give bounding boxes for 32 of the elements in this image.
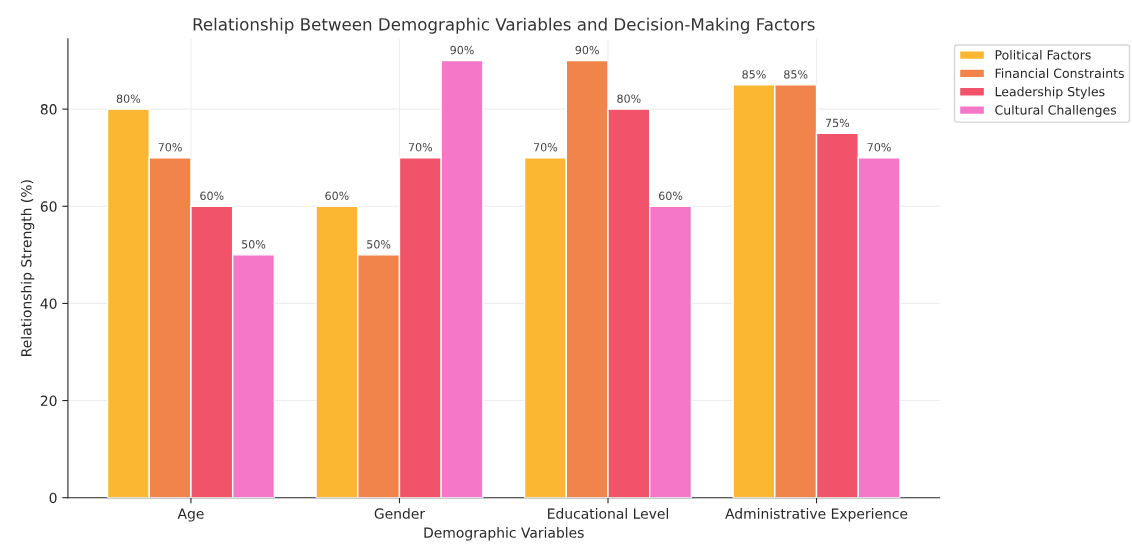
x-axis-title: Demographic Variables (424, 527, 584, 541)
data-label: 60% (658, 191, 683, 200)
data-label: 70% (534, 142, 558, 152)
data-label: 85% (784, 70, 808, 79)
legend-label: Financial Constraints (995, 68, 1124, 78)
x-tick-label: Gender (374, 508, 426, 519)
data-label: 90% (450, 45, 474, 55)
y-tick-label: 40 (40, 298, 57, 309)
chart-title: Relationship Between Demographic Variables and Decision-Making Factors (193, 17, 815, 34)
data-label: 85% (742, 70, 766, 79)
y-tick-label: 0 (49, 492, 57, 504)
legend-label: Cultural Challenges (995, 105, 1117, 118)
y-tick-label: 60 (40, 201, 57, 212)
x-tick-label: Administrative Experience (725, 508, 908, 522)
data-label: 60% (200, 191, 224, 200)
legend-label: Political Factors (995, 49, 1091, 60)
data-label: 70% (408, 142, 433, 152)
data-label: 80% (116, 94, 141, 103)
data-label: 50% (242, 240, 266, 249)
y-tick-label: 80 (40, 104, 57, 115)
x-tick-label: Educational Level (548, 508, 668, 519)
data-label: 60% (325, 191, 349, 200)
data-label: 90% (575, 45, 599, 55)
x-tick-label: Age (177, 508, 204, 522)
y-axis-title: Relationship Strength (%) (20, 180, 35, 356)
data-label: 70% (158, 142, 182, 152)
legend-label: Leadership Styles (995, 86, 1105, 99)
y-tick-label: 20 (40, 395, 57, 407)
data-label: 80% (617, 94, 641, 103)
data-label: 50% (367, 240, 391, 249)
data-label: 75% (825, 118, 850, 128)
data-label: 70% (867, 142, 891, 152)
